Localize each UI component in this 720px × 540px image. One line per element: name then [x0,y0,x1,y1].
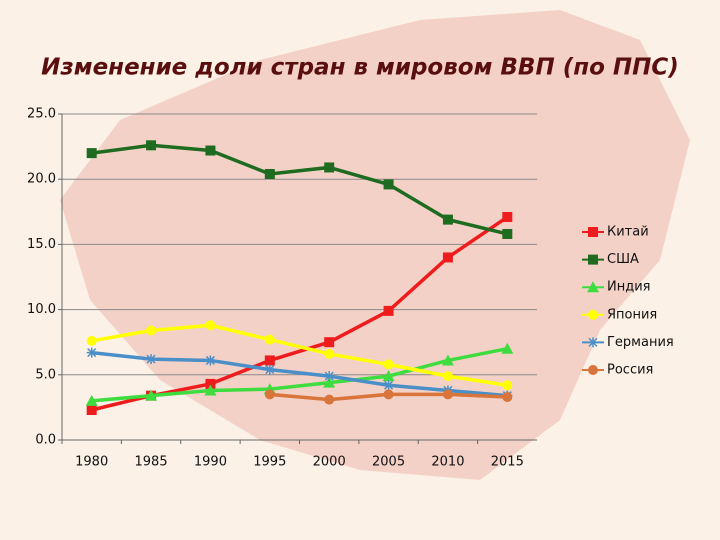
data-point [205,145,216,156]
data-point [264,389,275,400]
data-point [502,391,513,402]
data-point [441,354,454,366]
legend-label: Россия [607,363,653,378]
legend-label: Китай [607,225,649,240]
legend-label: США [607,252,639,267]
data-point [146,325,157,336]
data-point [264,355,275,366]
legend-label: Германия [607,335,674,350]
chart-title: Изменение доли стран в мировом ВВП (по П… [41,55,679,81]
data-point [324,337,335,348]
data-point [264,364,275,375]
data-point [204,384,217,396]
data-point [85,394,98,406]
data-point [205,320,216,331]
y-tick-label: 15.0 [27,237,56,252]
data-point [324,371,335,382]
legend-marker [588,337,598,348]
x-tick-label: 2015 [491,455,524,470]
data-point [264,168,275,179]
data-point [324,394,335,405]
legend-marker [588,227,598,237]
legend-label: Индия [607,280,650,295]
data-point [442,371,453,382]
data-point [383,359,394,370]
series-line [91,350,508,398]
data-point [502,228,513,239]
y-tick-label: 0.0 [35,433,56,448]
x-tick-label: 1980 [75,455,108,470]
series-line [91,323,508,387]
x-tick-label: 2010 [431,455,464,470]
data-point [442,252,453,263]
data-point [383,179,394,190]
x-tick-label: 2000 [313,455,346,470]
data-point [442,389,453,400]
y-tick-label: 5.0 [35,367,56,382]
data-point [382,370,395,382]
data-point [205,355,216,366]
data-point [264,334,275,345]
data-point [86,148,97,159]
data-point [86,405,97,416]
data-point [86,347,97,358]
x-tick-label: 2005 [372,455,405,470]
data-point [86,335,97,346]
legend-label: Япония [607,307,657,322]
data-point [442,214,453,225]
y-tick-label: 20.0 [27,172,56,187]
series-line [91,143,508,236]
legend-marker [588,254,598,265]
x-tick-label: 1990 [194,455,227,470]
data-point [146,140,157,151]
data-point [205,378,216,389]
data-point [145,389,158,401]
y-tick-label: 25.0 [27,107,56,122]
data-point [502,212,513,223]
data-point [383,305,394,316]
legend-marker [587,281,599,293]
data-point [324,162,335,173]
legend-marker [588,309,598,320]
x-tick-label: 1985 [135,455,168,470]
data-point [324,348,335,359]
y-tick-label: 10.0 [27,302,56,317]
legend-marker [588,365,598,375]
data-point [383,380,394,391]
data-point [502,380,513,391]
x-tick-label: 1995 [253,455,286,470]
data-point [501,342,514,354]
series-line [91,347,508,403]
data-point [383,389,394,400]
data-point [323,376,336,388]
data-point [146,354,157,365]
